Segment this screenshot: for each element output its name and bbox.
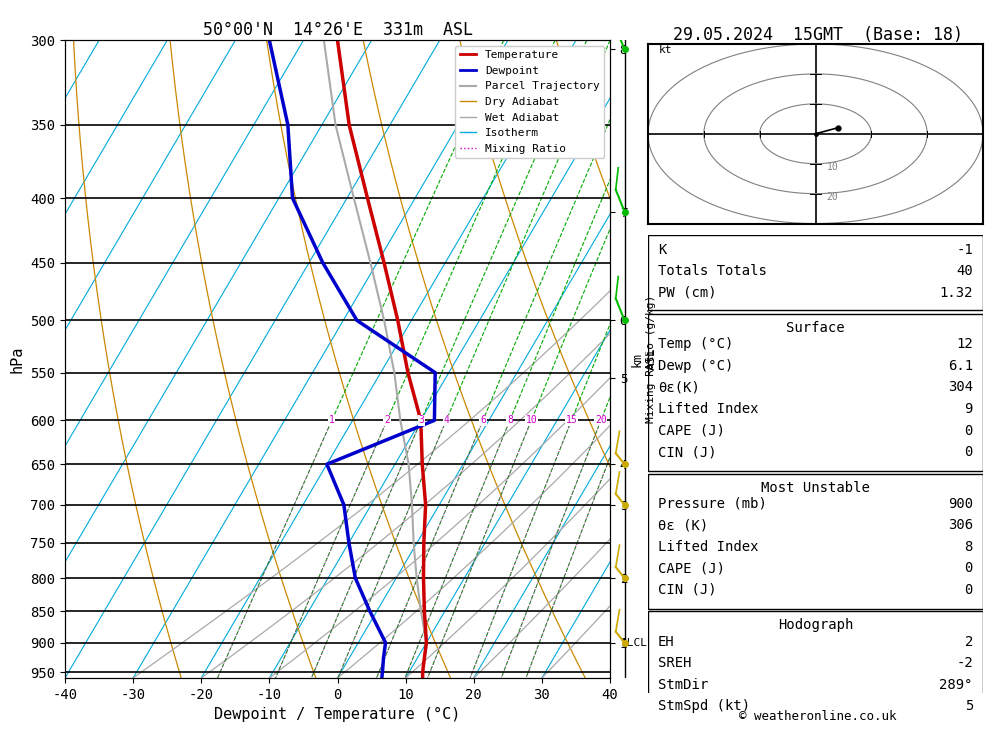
X-axis label: Dewpoint / Temperature (°C): Dewpoint / Temperature (°C) [214, 707, 461, 722]
Text: 2: 2 [384, 416, 390, 425]
Bar [648, 314, 983, 471]
Text: 20: 20 [595, 416, 607, 425]
Text: StmDir: StmDir [658, 677, 708, 691]
Text: Surface: Surface [786, 321, 845, 335]
Text: Mixing Ratio (g/kg): Mixing Ratio (g/kg) [646, 295, 656, 423]
Legend: Temperature, Dewpoint, Parcel Trajectory, Dry Adiabat, Wet Adiabat, Isotherm, Mi: Temperature, Dewpoint, Parcel Trajectory… [455, 46, 604, 158]
Text: Lifted Index: Lifted Index [658, 539, 759, 553]
Bar [648, 611, 983, 726]
Text: PW (cm): PW (cm) [658, 286, 717, 300]
Text: Temp (°C): Temp (°C) [658, 337, 733, 351]
Text: Dewp (°C): Dewp (°C) [658, 359, 733, 373]
Text: -2: -2 [956, 656, 973, 670]
Text: CAPE (J): CAPE (J) [658, 561, 725, 575]
Y-axis label: km
ASL: km ASL [630, 348, 658, 370]
Text: 6.1: 6.1 [948, 359, 973, 373]
Text: 10: 10 [827, 162, 838, 172]
Text: 20: 20 [827, 191, 838, 202]
Text: CIN (J): CIN (J) [658, 445, 717, 459]
Text: K: K [658, 243, 666, 257]
Text: 5: 5 [965, 699, 973, 713]
Text: 3: 3 [418, 416, 424, 425]
Text: 306: 306 [948, 518, 973, 532]
Text: 8: 8 [507, 416, 513, 425]
Text: θε(K): θε(K) [658, 380, 700, 394]
Title: 50°00'N  14°26'E  331m  ASL: 50°00'N 14°26'E 331m ASL [203, 21, 473, 39]
Text: kt: kt [659, 45, 673, 55]
Text: Hodograph: Hodograph [778, 619, 853, 633]
Text: 900: 900 [948, 497, 973, 511]
Text: CIN (J): CIN (J) [658, 583, 717, 597]
Text: StmSpd (kt): StmSpd (kt) [658, 699, 750, 713]
Text: 1LCL: 1LCL [621, 638, 648, 648]
Text: 6: 6 [480, 416, 486, 425]
Text: 1: 1 [329, 416, 335, 425]
Text: 0: 0 [965, 445, 973, 459]
Text: 8: 8 [965, 539, 973, 553]
Bar [648, 474, 983, 609]
Text: -1: -1 [956, 243, 973, 257]
Text: 12: 12 [956, 337, 973, 351]
Text: 40: 40 [956, 264, 973, 278]
Y-axis label: hPa: hPa [10, 345, 25, 373]
Text: 304: 304 [948, 380, 973, 394]
Text: 2: 2 [965, 635, 973, 649]
Text: CAPE (J): CAPE (J) [658, 424, 725, 438]
Text: © weatheronline.co.uk: © weatheronline.co.uk [739, 710, 897, 723]
Text: 0: 0 [965, 583, 973, 597]
Text: SREH: SREH [658, 656, 692, 670]
Text: 289°: 289° [939, 677, 973, 691]
Text: 29.05.2024  15GMT  (Base: 18): 29.05.2024 15GMT (Base: 18) [673, 26, 963, 44]
Text: Totals Totals: Totals Totals [658, 264, 767, 278]
Text: 0: 0 [965, 561, 973, 575]
Text: θε (K): θε (K) [658, 518, 708, 532]
Text: 9: 9 [965, 402, 973, 416]
Text: Most Unstable: Most Unstable [761, 481, 870, 495]
Text: EH: EH [658, 635, 675, 649]
Text: 1.32: 1.32 [939, 286, 973, 300]
Text: 10: 10 [525, 416, 537, 425]
Text: 15: 15 [566, 416, 577, 425]
Bar [648, 235, 983, 310]
Text: 4: 4 [443, 416, 449, 425]
Text: 0: 0 [965, 424, 973, 438]
Text: Lifted Index: Lifted Index [658, 402, 759, 416]
Text: Pressure (mb): Pressure (mb) [658, 497, 767, 511]
